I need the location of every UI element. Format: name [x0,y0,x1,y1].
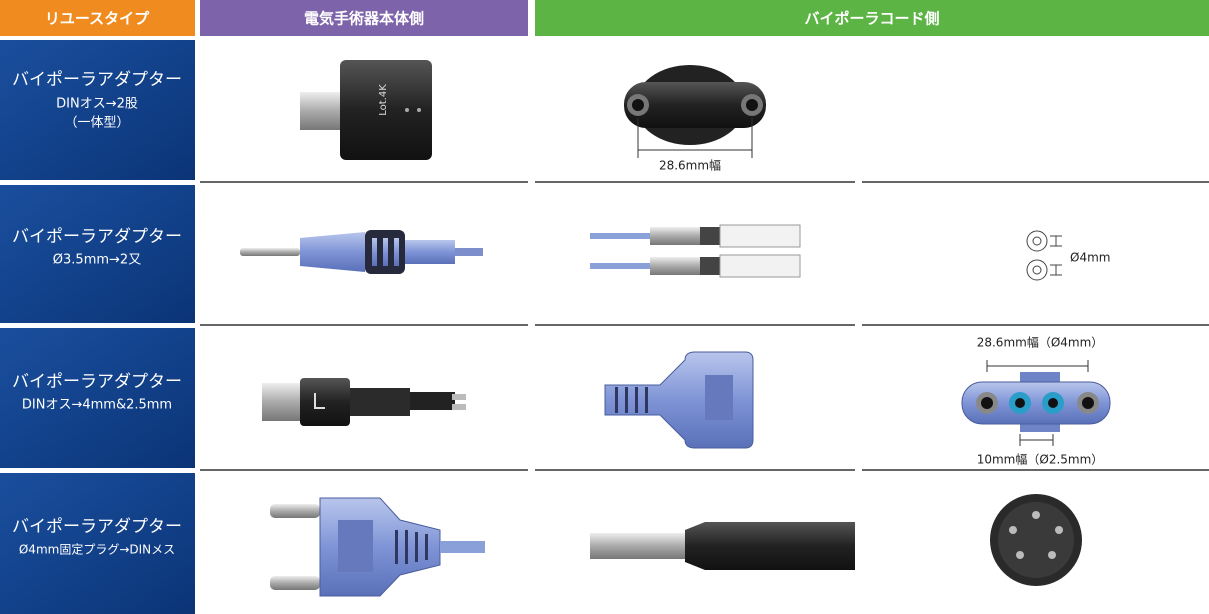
dimension-label: Ø4mm [1070,251,1110,265]
header-text: リユースタイプ [45,10,150,28]
row-label: Ø3.5mm→2又 [53,253,141,268]
oval-socket [624,65,766,158]
din-plug [262,378,466,426]
row-label: バイポーラアダプター [12,227,182,247]
header-cell [0,0,195,36]
header-cell [535,0,1209,36]
din-cable-end [590,522,855,570]
socket-bar [961,360,1111,446]
row-label: Ø4mm固定プラグ→DINメス [19,542,175,557]
row-label-cell [0,40,195,180]
row-label-cell [0,185,195,323]
dimension-label: 28.6mm幅 [659,158,721,173]
row-label: バイポーラアダプター [12,70,182,90]
row-separators [200,181,1209,471]
fixed-plug [270,497,485,597]
row-label: バイポーラアダプター [12,372,182,392]
row-label-cell [0,328,195,468]
header-text: 電気手術器本体側 [304,10,424,28]
row-label-cell [0,473,195,614]
socket-symbols [1026,230,1062,281]
header-text: バイポーラコード側 [804,10,939,28]
row-label: バイポーラアダプター [12,517,182,537]
row-label: DINオス→4mm&2.5mm [22,398,172,413]
blue-adapter [604,351,754,449]
din-2way-adapter [300,60,432,160]
row-label: DINオス→2股 [56,97,138,112]
row-label: （一体型） [64,116,129,131]
lot-label: Lot.4K [378,84,389,116]
twin-pins [590,224,801,278]
dimension-label: 28.6mm幅（Ø4mm） [977,335,1104,350]
din-female [990,494,1082,586]
header-cell [200,0,528,36]
mini-plug [240,230,483,274]
dimension-label: 10mm幅（Ø2.5mm） [977,452,1104,467]
